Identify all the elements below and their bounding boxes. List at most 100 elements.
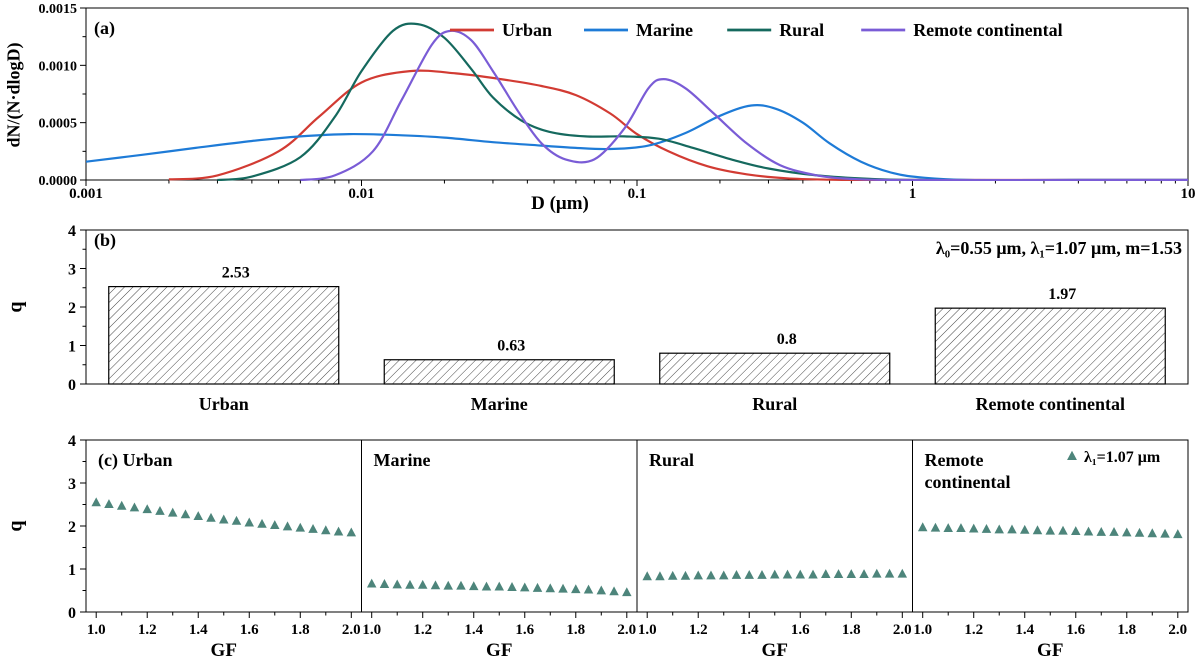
svg-text:Marine: Marine [374, 450, 431, 470]
svg-text:0.0005: 0.0005 [39, 117, 78, 132]
svg-text:0: 0 [68, 377, 76, 394]
marker-triangle [994, 524, 1004, 534]
gf-axis-label: GF [486, 640, 512, 661]
scatter-urban [91, 497, 357, 537]
bar-value-urban: 2.53 [222, 265, 250, 282]
marker-triangle [571, 584, 581, 594]
marker-triangle [859, 569, 869, 579]
svg-text:2.0: 2.0 [617, 622, 636, 638]
marker-triangle [167, 507, 178, 517]
curve-marine [86, 104, 1188, 181]
panel-b-label: (b) [94, 230, 116, 250]
marker-triangle [680, 570, 691, 580]
marker-triangle [667, 570, 678, 580]
marker-triangle [1071, 526, 1081, 536]
svg-text:1.4: 1.4 [189, 622, 208, 638]
panel-c-plot: 0 1 2 3 4 1.0 1.2 1.4 1.6 1.8 2.0 GF (c) Urban 1.0 1.2… [68, 433, 1189, 661]
marker-triangle [91, 497, 101, 507]
marker-triangle [1134, 527, 1145, 537]
marker-triangle [609, 586, 619, 596]
marker-triangle [532, 582, 543, 592]
marker-triangle [930, 522, 941, 532]
svg-text:1.2: 1.2 [138, 622, 157, 638]
svg-text:1.0: 1.0 [638, 622, 657, 638]
svg-text:1: 1 [68, 339, 76, 356]
legend-item-marine: Marine [584, 20, 693, 40]
marker-triangle [1019, 524, 1030, 534]
marker-triangle [655, 571, 665, 581]
svg-text:4: 4 [68, 433, 76, 450]
svg-text:1.0: 1.0 [87, 622, 106, 638]
svg-text:1.0: 1.0 [913, 622, 932, 638]
subpanel-title-urban: (c) Urban [98, 450, 173, 471]
panel-b-y-axis-ticks: 0 1 2 3 4 [68, 223, 86, 394]
subpanel-urban: 1.0 1.2 1.4 1.6 1.8 2.0 GF (c) Urban [87, 450, 361, 661]
svg-text:2.0: 2.0 [893, 622, 912, 638]
marker-triangle [1007, 524, 1017, 534]
legend-item-remote-continental: Remote continental [861, 20, 1063, 40]
marker-triangle [757, 570, 767, 579]
svg-text:1.8: 1.8 [566, 622, 585, 638]
marker-triangle [116, 500, 127, 510]
marker-triangle [520, 582, 530, 592]
svg-text:4: 4 [68, 223, 76, 240]
marker-triangle [558, 583, 568, 593]
scatter-marine [366, 578, 632, 597]
svg-text:1: 1 [68, 562, 76, 579]
marker-triangle [943, 523, 953, 533]
svg-text:1.8: 1.8 [291, 622, 310, 638]
panel-b-bars: 2.53 0.63 0.8 1.97 [108, 265, 1166, 385]
marker-triangle [770, 569, 780, 579]
marker-triangle [744, 570, 754, 579]
category-label-marine: Marine [471, 394, 528, 414]
marker-triangle [782, 569, 793, 579]
marker-triangle [346, 527, 357, 537]
gf-axis-label: GF [762, 640, 788, 661]
svg-text:Remote: Remote [925, 450, 984, 470]
panel-b-bar-chart: 0 1 2 3 4 2.53 0.63 0.8 1.97 Urban Marine Rural Remo… [0, 216, 1198, 430]
subpanel-title-rural: Rural [649, 450, 694, 470]
svg-text:0.1: 0.1 [628, 186, 647, 202]
svg-text:Rural: Rural [779, 20, 824, 40]
marker-triangle [884, 568, 895, 578]
bar-urban [108, 285, 340, 385]
marker-triangle [718, 570, 729, 580]
marker-triangle [481, 581, 492, 591]
marker-triangle [956, 523, 966, 533]
gf-axis-label: GF [211, 640, 237, 661]
svg-text:3: 3 [68, 476, 76, 493]
marker-triangle [596, 585, 607, 595]
category-label-urban: Urban [199, 394, 249, 414]
svg-text:0.0000: 0.0000 [39, 174, 78, 189]
marker-triangle [897, 568, 908, 578]
marker-triangle [1160, 528, 1170, 538]
svg-text:2: 2 [68, 300, 76, 317]
marker-triangle [104, 499, 114, 508]
panel-a-y-axis-ticks: 0.0000 0.0005 0.0010 0.0015 [39, 2, 86, 189]
svg-text:Remote continental: Remote continental [913, 20, 1062, 40]
bar-remote-continental [934, 307, 1166, 385]
panel-b-annotation: λ₀=0.55 μm, λ₁=1.07 μm, m=1.53 [935, 238, 1182, 258]
marker-triangle [693, 570, 703, 580]
marker-triangle [583, 584, 594, 594]
svg-text:Urban: Urban [502, 20, 552, 40]
marker-triangle [206, 512, 216, 522]
marker-triangle [1122, 527, 1132, 537]
legend-item-rural: Rural [727, 20, 824, 40]
marker-triangle [405, 579, 415, 589]
svg-text:0: 0 [68, 605, 76, 622]
panel-a-x-axis-ticks: 0.001 0.01 0.1 1 10 [69, 180, 1196, 202]
svg-text:1.4: 1.4 [464, 622, 483, 638]
svg-text:1.2: 1.2 [413, 622, 432, 638]
svg-text:0.001: 0.001 [69, 186, 103, 202]
gf-axis-label: GF [1037, 640, 1063, 661]
marker-triangle [622, 587, 632, 597]
marker-triangle [1096, 527, 1107, 536]
curve-urban [168, 69, 1188, 181]
svg-text:λ₁=1.07 μm: λ₁=1.07 μm [1084, 449, 1161, 466]
marker-triangle [507, 582, 517, 591]
svg-text:(c) Urban: (c) Urban [98, 450, 173, 471]
scatter-rural [642, 568, 908, 581]
